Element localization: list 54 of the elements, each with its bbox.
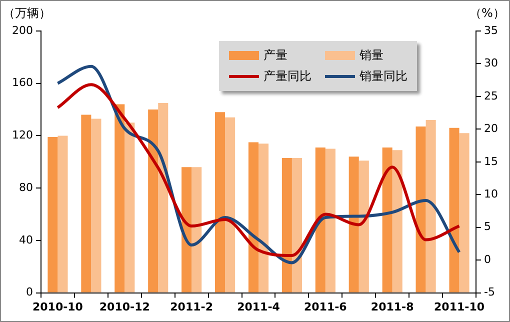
y-tick-label: 80 (18, 180, 33, 194)
bar (282, 158, 292, 292)
bar (48, 137, 58, 292)
bar (225, 117, 236, 292)
y2-tick-label: 0 (484, 252, 492, 266)
x-tick-label: 2010-12 (99, 300, 150, 314)
bar (392, 150, 402, 292)
x-tick-label: 2011-2 (170, 300, 213, 314)
x-tick-label: 2010-10 (32, 300, 84, 314)
bar (114, 104, 125, 292)
x-tick-label: 2011-8 (370, 300, 414, 314)
legend-label: 产量 (263, 47, 288, 64)
y-tick-label: 40 (18, 233, 33, 246)
y2-axis-title: （%） (470, 5, 505, 22)
y2-tick-label: 5 (484, 220, 492, 234)
y-axis-title: （万辆） (3, 5, 51, 22)
legend-label: 销量同比 (359, 68, 408, 85)
bar (81, 114, 92, 292)
legend-label: 产量同比 (263, 68, 312, 85)
bar (325, 148, 336, 292)
bar (348, 156, 359, 292)
x-tick-label: 2011-10 (434, 300, 485, 314)
x-tick-label: 2011-6 (304, 300, 348, 314)
bar (315, 148, 326, 292)
bar (124, 122, 135, 292)
bar (382, 148, 392, 292)
y2-tick-label: -5 (484, 286, 495, 299)
y2-tick-label: 25 (484, 89, 498, 102)
x-tick-label: 2011-4 (237, 300, 280, 314)
bar (91, 118, 102, 292)
legend-label: 销量 (359, 47, 384, 64)
y-tick-label: 0 (26, 286, 33, 299)
bar (416, 126, 426, 292)
bar (182, 167, 192, 292)
bar (248, 142, 258, 292)
y2-tick-label: 35 (484, 24, 498, 37)
bar (358, 160, 369, 292)
bar (449, 128, 460, 292)
bar (58, 136, 68, 292)
y-tick-label: 200 (12, 24, 33, 37)
bar (215, 112, 226, 292)
y2-tick-label: 10 (484, 187, 498, 200)
y2-tick-label: 15 (484, 154, 498, 168)
bar (192, 167, 202, 292)
bar (459, 133, 470, 292)
y2-tick-label: 20 (484, 122, 498, 136)
y2-tick-label: 30 (484, 56, 498, 70)
y-tick-label: 120 (12, 128, 33, 142)
bar (148, 110, 158, 292)
bar (292, 158, 302, 292)
bar (158, 102, 168, 292)
bar (258, 144, 269, 292)
y-tick-label: 160 (12, 76, 33, 90)
bar (426, 120, 436, 292)
